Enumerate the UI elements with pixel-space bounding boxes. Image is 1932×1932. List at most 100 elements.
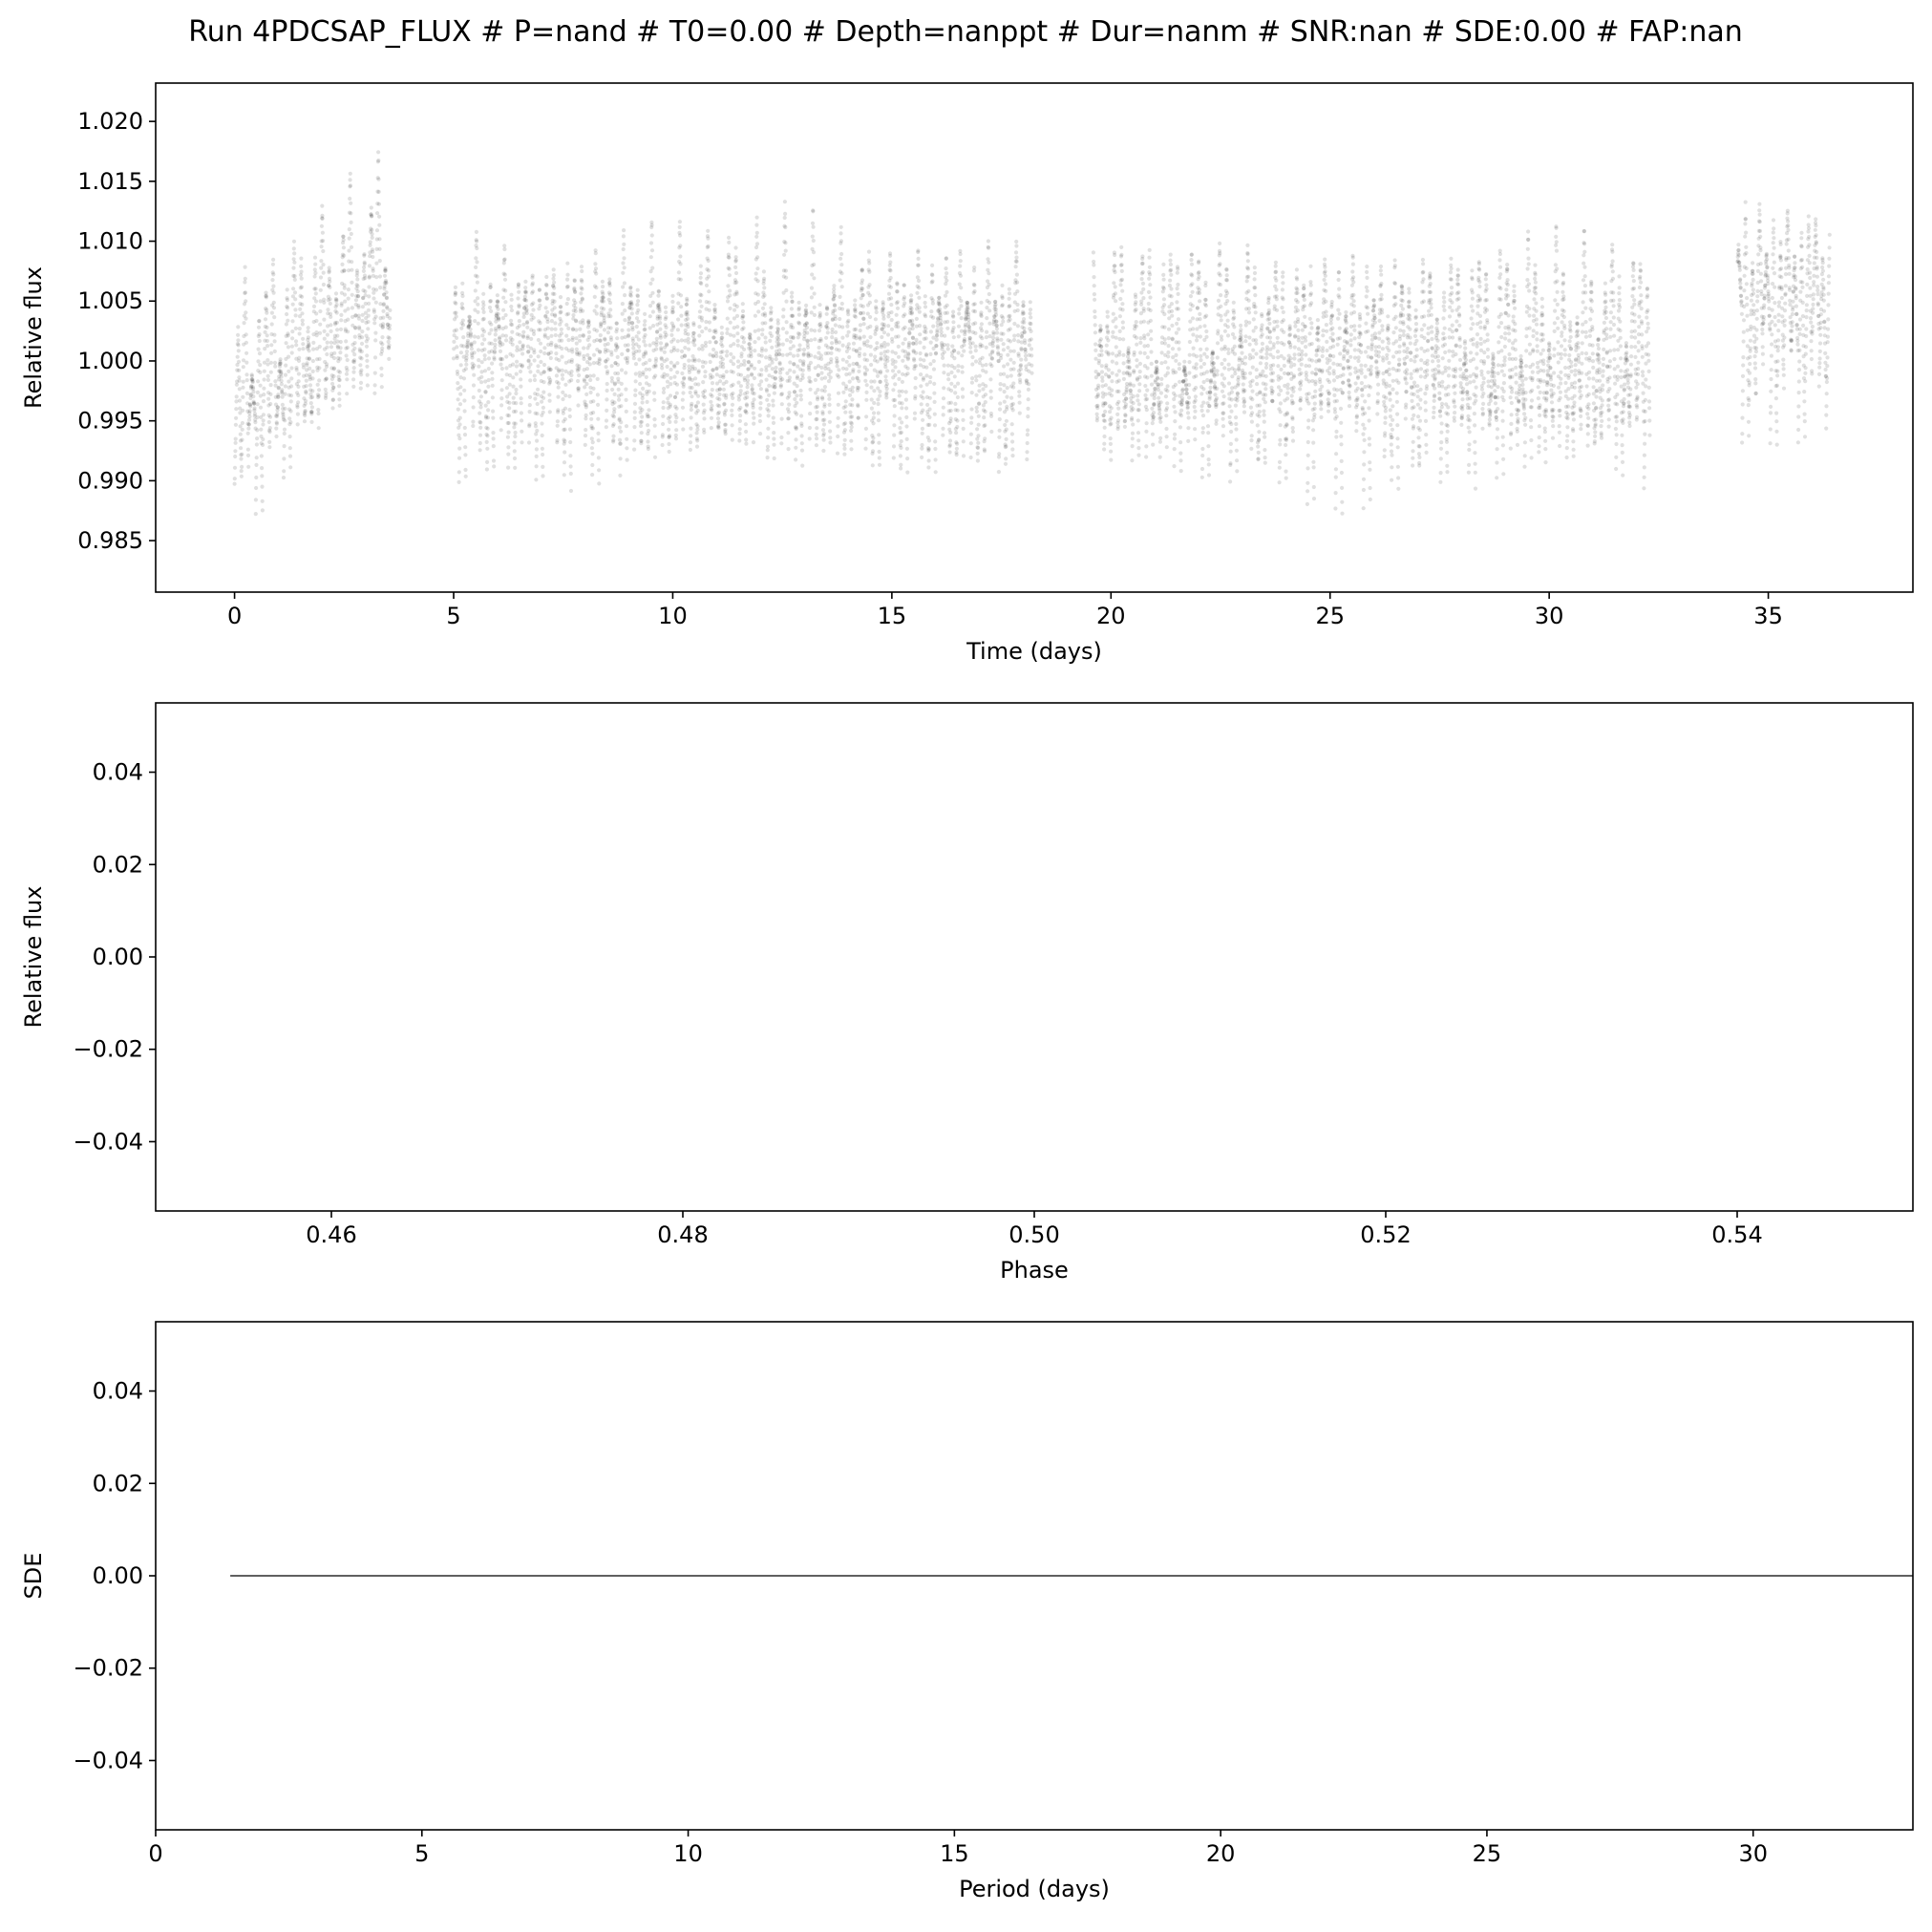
flux-point [984, 384, 988, 389]
flux-point [325, 345, 329, 350]
flux-point [692, 357, 697, 362]
flux-point [365, 383, 370, 388]
flux-point [605, 342, 610, 347]
flux-point [301, 347, 306, 351]
flux-point [674, 406, 679, 411]
flux-point [1017, 390, 1022, 394]
flux-point [995, 338, 1000, 343]
flux-point [1154, 359, 1159, 364]
flux-point [339, 318, 344, 323]
flux-point [290, 302, 295, 307]
flux-point [320, 203, 325, 208]
flux-point [928, 362, 933, 367]
flux-point [291, 273, 296, 278]
flux-point [292, 274, 297, 279]
flux-point [491, 409, 496, 414]
flux-point [476, 335, 480, 340]
flux-point [1235, 458, 1240, 463]
flux-point [697, 333, 702, 338]
flux-point [302, 396, 307, 401]
flux-point [850, 385, 855, 390]
flux-point [566, 348, 571, 353]
flux-point [278, 361, 283, 366]
flux-point [615, 362, 621, 367]
flux-point [1206, 444, 1211, 449]
flux-point [345, 345, 350, 350]
flux-point [822, 402, 827, 407]
flux-point [904, 414, 909, 419]
flux-point [372, 391, 377, 395]
flux-point [710, 393, 714, 398]
flux-point [771, 420, 776, 425]
flux-point [639, 438, 644, 443]
flux-point [661, 421, 666, 427]
flux-point [375, 159, 380, 164]
flux-point [983, 400, 987, 405]
flux-point [241, 379, 245, 384]
flux-point [616, 387, 621, 392]
flux-point [510, 322, 515, 328]
flux-point [900, 401, 904, 406]
flux-point [360, 335, 365, 340]
flux-point [239, 456, 244, 461]
flux-point [484, 467, 489, 472]
flux-point [697, 347, 702, 351]
flux-point [304, 389, 308, 393]
flux-point [725, 316, 730, 321]
flux-point [1029, 347, 1034, 351]
flux-point [341, 238, 346, 243]
flux-point [1017, 411, 1022, 415]
flux-point [949, 388, 954, 393]
flux-point [481, 303, 486, 308]
flux-point [457, 422, 462, 427]
flux-point [552, 306, 557, 310]
flux-point [869, 385, 874, 390]
flux-point [1201, 387, 1206, 392]
flux-point [766, 409, 771, 414]
flux-point [1263, 448, 1267, 453]
flux-point [372, 355, 378, 360]
flux-point [512, 421, 517, 426]
flux-point [451, 356, 456, 361]
flux-point [378, 316, 383, 321]
flux-point [233, 449, 238, 454]
flux-point [659, 346, 664, 350]
flux-point [1157, 408, 1162, 413]
flux-point [1230, 331, 1236, 337]
flux-point [294, 382, 299, 387]
flux-point [598, 350, 603, 354]
flux-point [622, 281, 627, 286]
flux-point [340, 262, 345, 266]
flux-point [579, 278, 584, 283]
flux-point [937, 295, 942, 300]
flux-point [869, 362, 874, 368]
flux-point [716, 425, 721, 431]
flux-point [467, 322, 473, 327]
flux-point [1200, 453, 1205, 458]
flux-point [319, 259, 324, 264]
flux-point [291, 287, 296, 291]
flux-point [1245, 266, 1251, 271]
flux-point [783, 211, 788, 216]
flux-point [366, 327, 371, 331]
flux-point [1141, 319, 1146, 324]
flux-point [1139, 299, 1144, 304]
flux-point [1029, 337, 1033, 342]
flux-point [505, 399, 510, 404]
flux-point [502, 244, 507, 248]
flux-point [370, 232, 374, 237]
flux-point [382, 287, 387, 291]
flux-point [281, 414, 286, 419]
flux-point [495, 304, 499, 308]
flux-point [610, 414, 615, 418]
flux-point [1130, 444, 1135, 449]
flux-point [1168, 262, 1173, 266]
flux-point [768, 338, 773, 343]
flux-point [1148, 318, 1153, 323]
flux-point [885, 349, 890, 353]
flux-point [243, 290, 247, 295]
flux-point [702, 408, 707, 413]
flux-point [770, 360, 775, 365]
flux-point [822, 389, 827, 393]
flux-point [698, 264, 703, 268]
